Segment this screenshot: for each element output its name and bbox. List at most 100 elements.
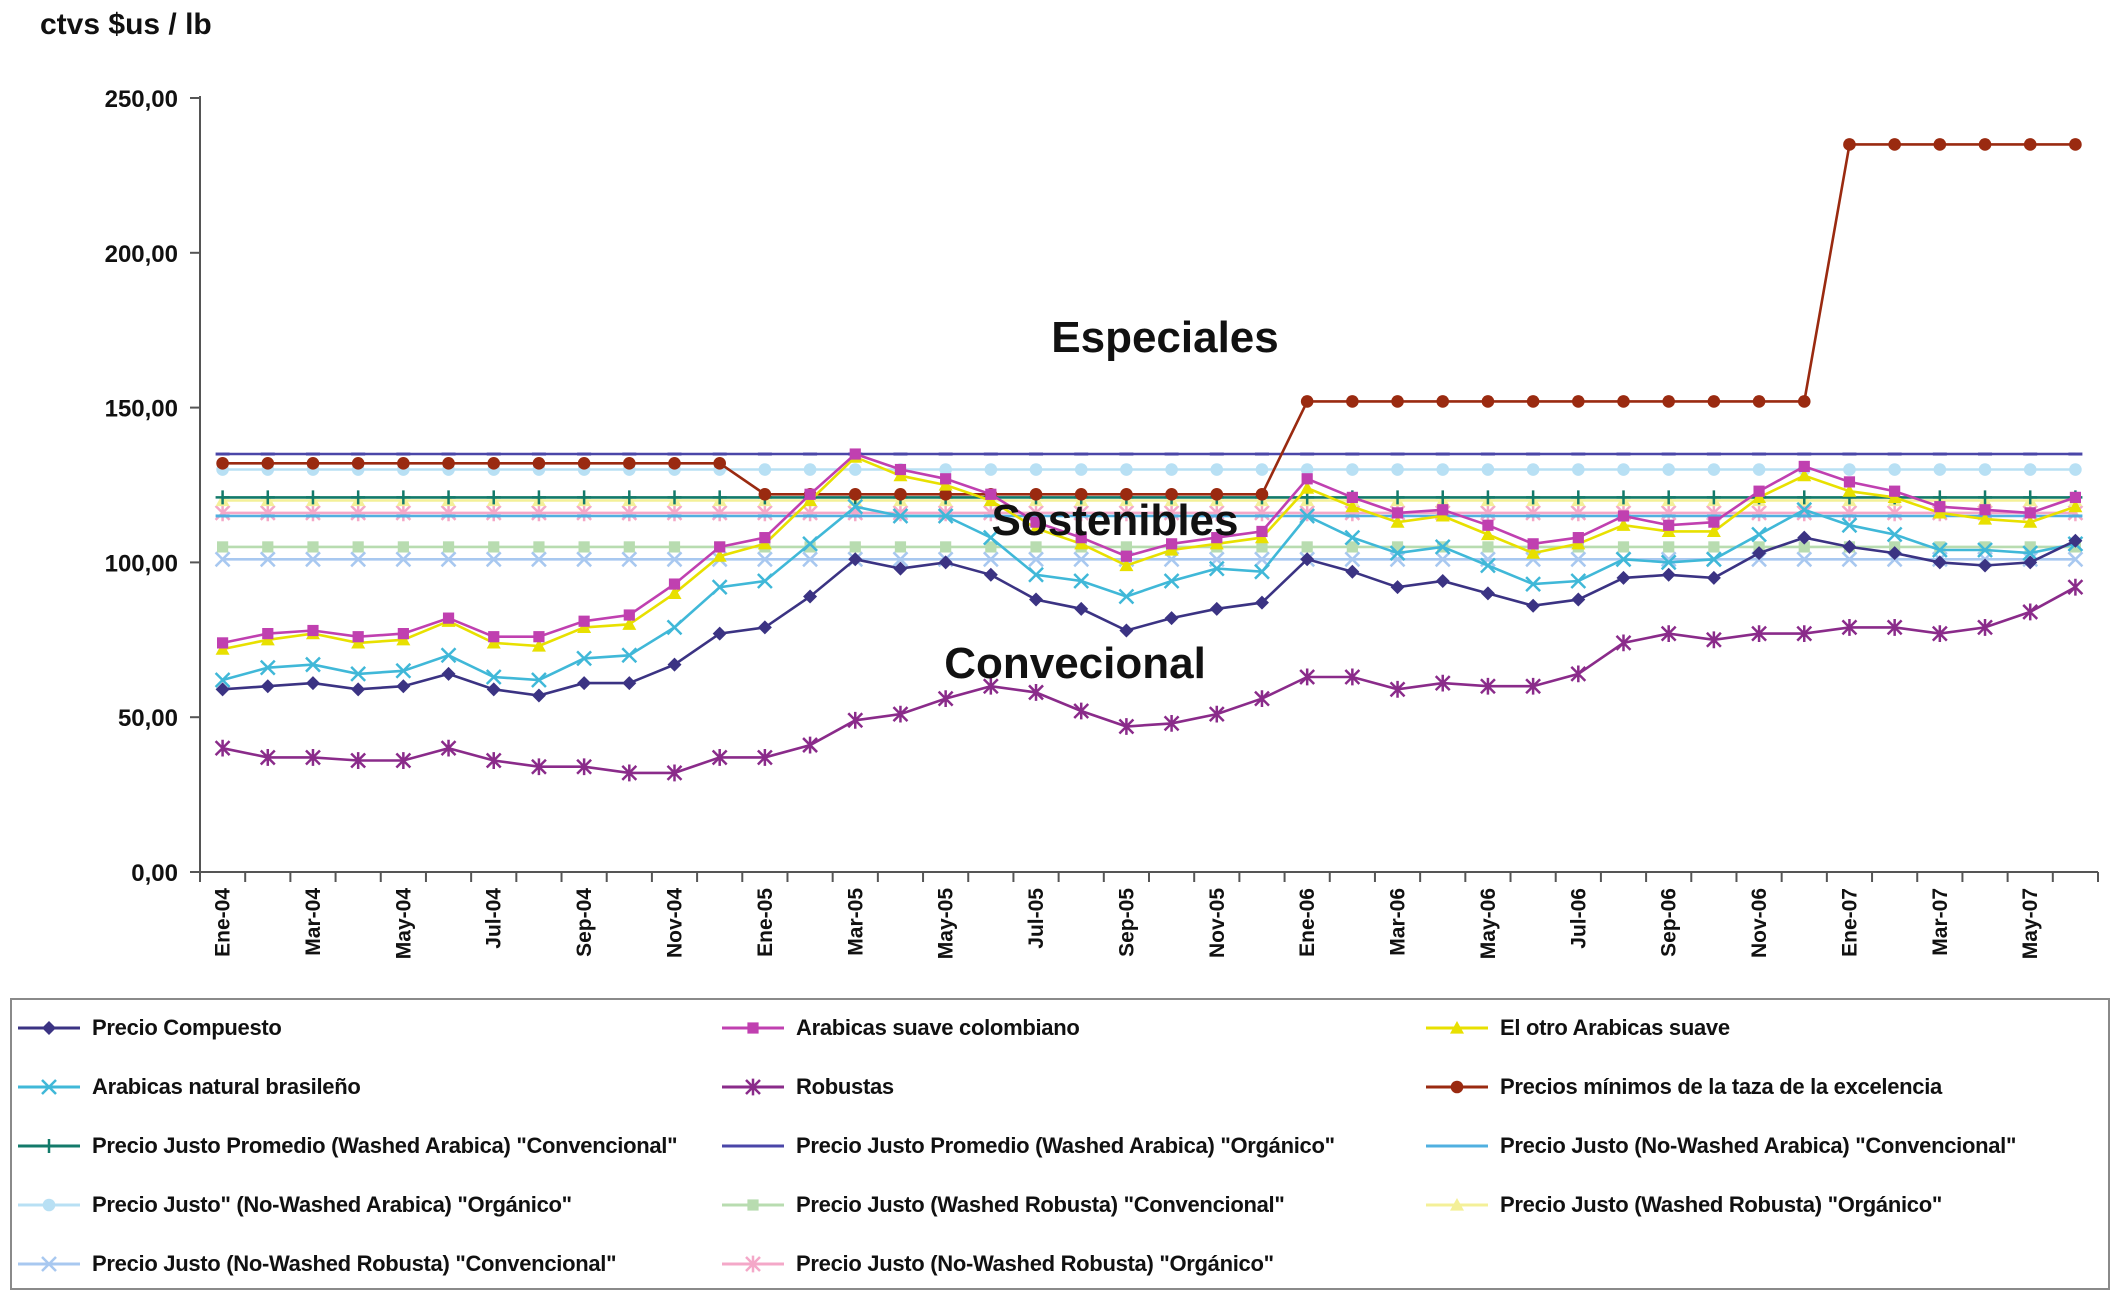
data-point [306, 457, 320, 470]
data-point [1344, 551, 1361, 568]
data-point [1437, 504, 1449, 516]
data-point [1391, 395, 1404, 408]
data-point [759, 532, 771, 544]
data-point [1888, 463, 1901, 476]
data-point [2067, 578, 2084, 596]
data-point [1208, 560, 1225, 577]
data-point [621, 647, 638, 664]
y-tick-label: 100,00 [105, 550, 178, 577]
data-point [1660, 551, 1677, 568]
data-point [1978, 558, 1993, 573]
data-point [1798, 460, 1810, 473]
data-point [667, 586, 682, 599]
data-point [2023, 555, 2038, 570]
data-point [533, 631, 545, 643]
data-point [758, 487, 772, 501]
x-tick-label: Mar-06 [1387, 888, 1410, 956]
data-point [1434, 674, 1451, 692]
legend-item: Precio Justo (Washed Robusta) "Convencio… [718, 1185, 1285, 1225]
data-point [1617, 510, 1630, 522]
data-point [623, 541, 635, 553]
data-point [305, 551, 321, 568]
data-point [531, 688, 546, 703]
legend-label: Precios mínimos de la taza de la excelen… [1500, 1074, 1942, 1099]
data-point [41, 1079, 57, 1095]
data-point [1707, 463, 1721, 476]
data-point [848, 487, 862, 501]
data-point [1931, 542, 1948, 558]
data-point [1841, 504, 1858, 522]
data-point [487, 457, 501, 470]
data-point [1163, 714, 1180, 732]
data-point [1841, 619, 1858, 636]
data-point [1450, 1021, 1464, 1034]
data-point [1208, 504, 1225, 522]
data-point [1526, 598, 1541, 613]
series-line [222, 536, 2076, 697]
data-point [1480, 490, 1495, 505]
series-line [222, 586, 2077, 775]
legend-label: Precio Compuesto [92, 1015, 282, 1040]
data-point [1211, 532, 1223, 544]
data-point [1254, 595, 1269, 610]
data-point [894, 541, 907, 553]
data-point [892, 551, 909, 568]
data-point [1480, 557, 1496, 574]
data-point [1435, 490, 1450, 505]
data-point [1073, 702, 1090, 720]
data-point [531, 551, 547, 568]
data-point [533, 541, 545, 553]
data-point [1301, 541, 1313, 553]
data-point [1391, 541, 1404, 553]
data-point [1391, 463, 1404, 476]
legend-item: Precio Justo (No-Washed Arabica) "Conven… [1422, 1126, 2016, 1166]
data-point [937, 508, 954, 524]
data-point [578, 615, 590, 627]
data-point [667, 657, 682, 672]
data-point [1299, 668, 1316, 686]
data-point [804, 541, 816, 553]
data-point [485, 752, 502, 769]
data-point [1346, 491, 1358, 503]
data-point [1525, 504, 1542, 522]
data-point [1482, 519, 1494, 531]
data-point [1932, 555, 1947, 570]
data-point [666, 551, 683, 568]
data-point [1344, 529, 1361, 546]
data-point [305, 676, 320, 691]
data-point [1886, 619, 1903, 636]
x-tick-label: Jul-06 [1567, 888, 1590, 949]
data-point [42, 1139, 56, 1153]
data-point [350, 752, 367, 769]
data-point [396, 679, 411, 694]
data-point [216, 541, 229, 553]
data-point [1796, 501, 1813, 518]
legend-swatch [18, 1021, 80, 1035]
data-point [1706, 570, 1721, 585]
data-point [486, 682, 501, 697]
data-point [351, 457, 365, 470]
data-point [577, 457, 591, 470]
data-point [1436, 395, 1450, 408]
data-point [578, 541, 590, 553]
data-point [214, 672, 231, 688]
line-chart: 0,00 50,00 100,00 150,00 200,00 250,00 Ene-04 M… [105, 86, 2099, 959]
data-point [216, 637, 229, 649]
data-point [351, 682, 366, 697]
legend-label: El otro Arabicas suave [1500, 1015, 1730, 1040]
data-point [1708, 516, 1720, 528]
data-point [1751, 526, 1767, 543]
data-point [892, 508, 909, 524]
data-point [214, 739, 231, 757]
data-point [1979, 504, 1991, 516]
legend-label: Precio Justo (Washed Robusta) "Orgánico" [1500, 1192, 1942, 1217]
data-point [1346, 541, 1358, 553]
data-point [576, 650, 593, 667]
legend-swatch [722, 1022, 784, 1034]
data-point [531, 490, 546, 505]
data-point [756, 573, 773, 589]
data-point [2069, 463, 2082, 476]
data-point [1389, 545, 1406, 561]
data-point [1344, 668, 1361, 686]
data-point [1390, 490, 1405, 505]
